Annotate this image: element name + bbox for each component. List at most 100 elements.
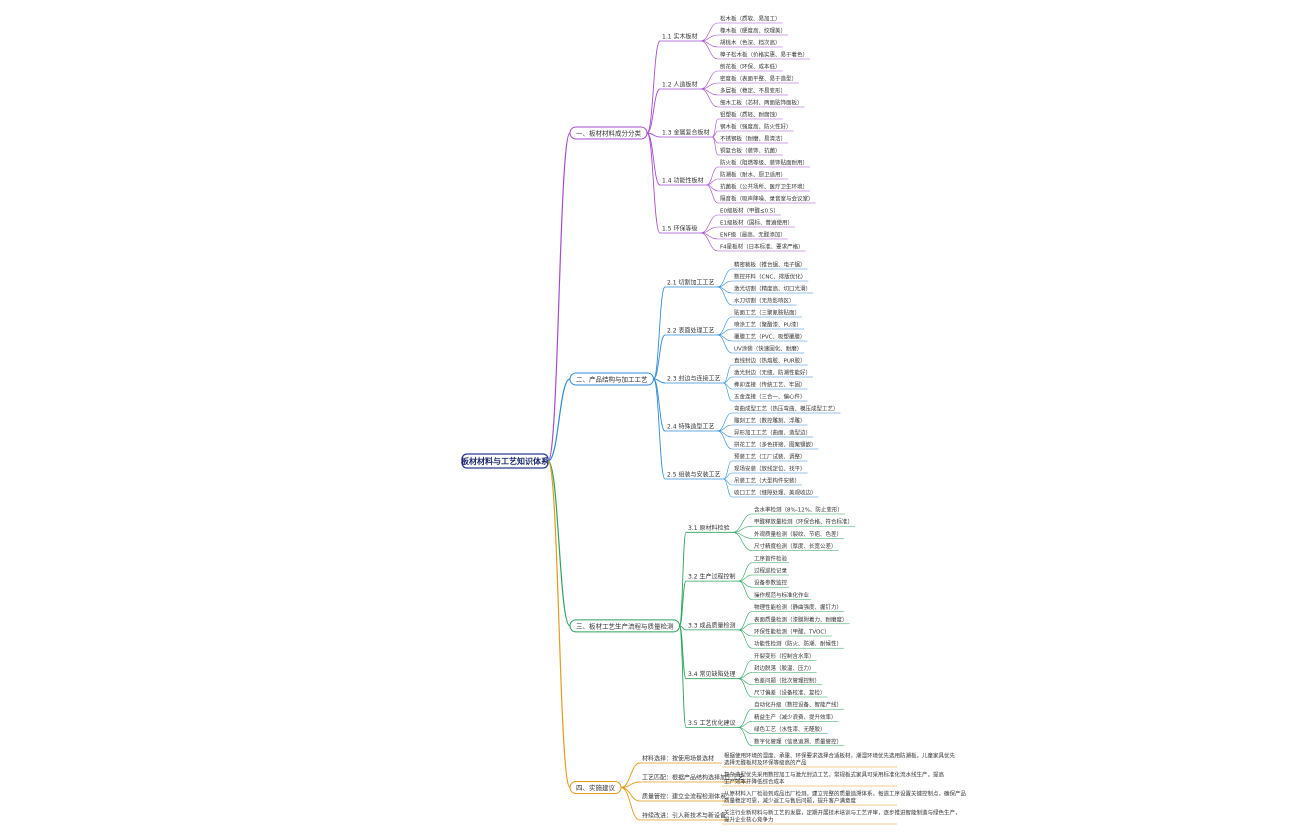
leaf-label: 数字化管理（信息追溯、质量管控） xyxy=(754,737,842,745)
connector xyxy=(717,280,733,288)
leaf-label: E0级板材（甲醛≤0.5） xyxy=(720,207,779,215)
connector xyxy=(700,40,719,60)
connector xyxy=(620,787,641,802)
leaf-label: 设备参数监控 xyxy=(754,579,788,587)
leaf-label: 松木板（质软、易加工） xyxy=(720,15,781,23)
leaf-label: 喷涂工艺（聚酯漆、PU漆） xyxy=(734,321,802,329)
connector xyxy=(732,532,753,551)
leaf-label: 隔音板（吸声降噪、录音室与会议室） xyxy=(720,195,814,203)
connector xyxy=(700,82,719,90)
connector xyxy=(700,70,719,90)
leaf-label: 含水率检测（8%-12%、防止变形） xyxy=(754,506,843,514)
connector xyxy=(700,232,719,252)
leaf-label: 细木工板（芯材、两面贴饰面板） xyxy=(720,99,803,107)
branch-label: 三、板材工艺生产流程与质量检测 xyxy=(576,621,674,630)
branch-label: 四、实施建议 xyxy=(576,783,616,792)
connector xyxy=(723,478,733,498)
connector xyxy=(738,660,753,679)
connector xyxy=(717,430,733,450)
connector xyxy=(646,132,661,234)
connector xyxy=(679,531,687,627)
connector xyxy=(653,286,666,380)
connector xyxy=(738,611,753,631)
sub-label: 3.2 生产过程控制 xyxy=(688,573,735,581)
connector xyxy=(547,378,571,462)
leaf-label: 五金连接（三合一、偏心件） xyxy=(734,393,806,401)
leaf-label: 功能性检测（防火、防潮、耐候性） xyxy=(754,640,842,648)
connector xyxy=(717,412,733,432)
connector xyxy=(700,226,719,234)
leaf-label: 弯曲成型工艺（热压弯曲、模压成型工艺） xyxy=(734,405,839,413)
leaf-label: 激光封边（无缝、防潮性能好） xyxy=(734,369,811,377)
sub-label: 3.4 常见缺陷处理 xyxy=(688,670,735,678)
connector xyxy=(646,132,661,138)
connector xyxy=(723,376,733,384)
leaf-label: 开裂变形（控制含水率） xyxy=(754,652,815,660)
leaf-label: 吊装工艺（大型构件安装） xyxy=(734,477,800,485)
connector xyxy=(723,472,733,480)
leaf-label: 铜复合板（装饰、抗菌） xyxy=(720,147,781,155)
connector xyxy=(712,118,719,138)
connector xyxy=(700,214,719,234)
connector xyxy=(732,513,753,533)
leaf-label: 覆膜工艺（PVC、吸塑覆膜） xyxy=(734,333,805,341)
leaf-label: 橡木板（硬度高、纹理美） xyxy=(720,27,786,35)
connector xyxy=(717,424,733,432)
connector xyxy=(653,334,666,380)
leaf-label: 激光切割（精度高、切口光滑） xyxy=(734,285,811,293)
leaf-label: 防火板（阻燃等级、装饰贴面耐用） xyxy=(720,159,808,167)
connector xyxy=(706,166,719,186)
connector xyxy=(620,762,641,788)
leaf-label: 拼花工艺（多色拼接、图案镶嵌） xyxy=(734,441,817,449)
leaf-label: 刨花板（环保、成本低） xyxy=(720,63,781,71)
connector xyxy=(547,132,571,462)
leaf-label: 铝塑板（质轻、耐腐蚀） xyxy=(720,111,781,119)
sub-label: 1.2 人造板材 xyxy=(662,81,697,89)
connector xyxy=(738,678,753,698)
connector xyxy=(679,625,687,728)
connector xyxy=(679,580,687,627)
connector xyxy=(738,708,753,728)
connector xyxy=(717,328,733,336)
leaf-label: 抗菌板（公共场所、医疗卫生环境） xyxy=(720,183,808,191)
leaf-label: 精密裁板（推台锯、电子锯） xyxy=(734,261,806,269)
leaf-label: 贴面工艺（三聚氰胺贴面） xyxy=(734,309,800,317)
connector xyxy=(738,562,753,582)
leaf-label: 异形加工工艺（曲面、造型边） xyxy=(734,429,811,437)
connector xyxy=(732,525,753,533)
sub-label: 3.1 原材料检验 xyxy=(688,524,729,532)
connector xyxy=(700,88,719,108)
detail-line: 选择无醛板材及环保等级高的产品 xyxy=(724,759,807,767)
detail-line: 提升企业核心竞争力 xyxy=(724,816,774,824)
connector xyxy=(723,364,733,384)
leaf-label: 操作规范与标准化作业 xyxy=(754,591,810,599)
branch-label: 一、板材材料成分分类 xyxy=(576,129,642,138)
sub-label: 持续改进：引入新技术与新设备 xyxy=(642,812,726,820)
leaf-label: 防潮板（耐水、厨卫适用） xyxy=(720,171,786,179)
leaf-label: 精益生产（减少浪费、提升效率） xyxy=(754,713,837,721)
leaf-label: 钢木板（强度高、防火性好） xyxy=(720,123,792,131)
leaf-label: 胡桃木（色深、档次高） xyxy=(720,39,781,47)
sub-label: 1.5 环保等级 xyxy=(662,225,697,233)
connector xyxy=(738,623,753,631)
sub-label: 质量管控：建立全流程检测体系 xyxy=(642,793,726,801)
leaf-label: 预装工艺（工厂试装、调整） xyxy=(734,453,806,461)
detail-line: 关注行业新材料与新工艺的发展，定期开展技术培训与工艺评审，逐步推进智能制造与绿色… xyxy=(724,809,961,817)
sub-label: 2.1 切割加工工艺 xyxy=(667,279,714,287)
detail-line: 从原材料入厂检验到成品出厂检测，建立完整的质量追溯体系，每道工序设置关键控制点，… xyxy=(724,790,967,798)
connector xyxy=(547,460,571,789)
leaf-label: E1级板材（国标、普遍使用） xyxy=(720,219,793,227)
leaf-label: 数控开料（CNC、排版优化） xyxy=(734,273,806,281)
leaf-label: 色差问题（批次管理控制） xyxy=(754,676,820,684)
sub-label: 3.3 成品质量检测 xyxy=(688,621,735,629)
leaf-label: 水刀切割（无热影响区） xyxy=(734,297,795,305)
connector xyxy=(738,580,753,600)
leaf-label: 物理性能检测（静曲强度、握钉力） xyxy=(754,603,842,611)
branch-label: 二、产品结构与加工工艺 xyxy=(576,375,648,384)
connector xyxy=(738,672,753,679)
connector xyxy=(717,316,733,336)
connector xyxy=(706,184,719,204)
connector xyxy=(547,460,571,627)
